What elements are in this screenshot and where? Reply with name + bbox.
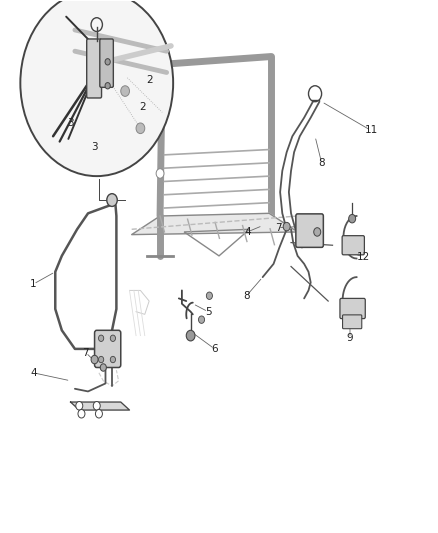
Circle shape [78, 409, 85, 418]
Text: 5: 5 [205, 306, 212, 317]
Text: 4: 4 [244, 227, 251, 237]
Circle shape [314, 228, 321, 236]
Circle shape [206, 292, 212, 300]
Circle shape [186, 330, 195, 341]
FancyBboxPatch shape [340, 298, 365, 319]
Text: 3: 3 [91, 142, 98, 152]
Circle shape [99, 335, 104, 342]
Text: 9: 9 [346, 333, 353, 343]
Text: 6: 6 [211, 344, 218, 354]
FancyBboxPatch shape [95, 330, 121, 368]
Text: 4: 4 [30, 368, 37, 378]
Text: 8: 8 [318, 158, 325, 168]
Circle shape [105, 83, 110, 89]
Circle shape [198, 316, 205, 324]
Circle shape [121, 86, 130, 96]
Circle shape [91, 356, 98, 364]
Circle shape [105, 59, 110, 65]
Circle shape [100, 364, 106, 371]
Polygon shape [71, 402, 130, 410]
Circle shape [76, 401, 83, 410]
Text: 12: 12 [357, 252, 370, 262]
FancyBboxPatch shape [342, 236, 364, 255]
Circle shape [156, 168, 164, 178]
Polygon shape [132, 213, 297, 235]
Circle shape [20, 0, 173, 176]
Circle shape [136, 123, 145, 134]
Circle shape [95, 409, 102, 418]
Text: 7: 7 [82, 348, 89, 358]
Text: 1: 1 [30, 279, 37, 289]
Text: 7: 7 [275, 223, 281, 233]
Circle shape [349, 214, 356, 223]
Circle shape [99, 357, 104, 363]
Text: 2: 2 [146, 76, 152, 85]
Text: 8: 8 [243, 290, 250, 301]
Text: 3: 3 [67, 118, 74, 128]
Circle shape [110, 357, 116, 363]
Circle shape [110, 335, 116, 342]
FancyBboxPatch shape [296, 214, 323, 247]
Text: 11: 11 [364, 125, 378, 135]
Circle shape [93, 401, 100, 410]
FancyBboxPatch shape [343, 315, 362, 329]
Text: 2: 2 [139, 102, 146, 112]
FancyBboxPatch shape [87, 39, 102, 98]
Circle shape [107, 193, 117, 206]
Circle shape [283, 222, 290, 231]
FancyBboxPatch shape [100, 39, 113, 87]
